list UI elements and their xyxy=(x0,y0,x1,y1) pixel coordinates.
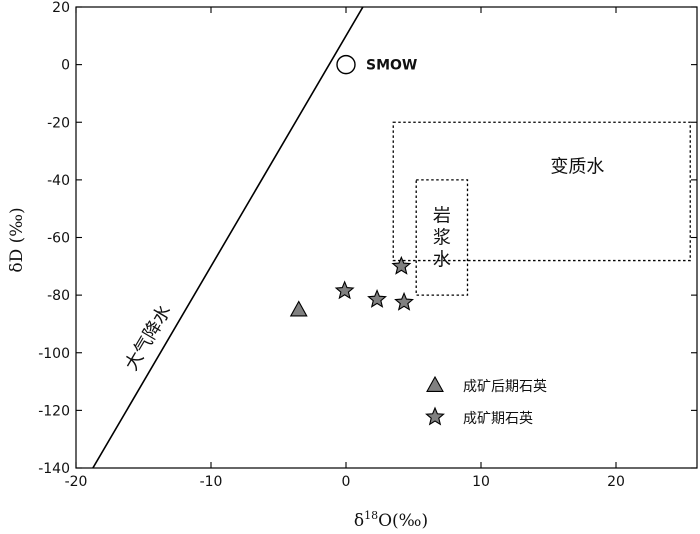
point-star xyxy=(367,288,387,308)
y-axis-label: δD (‰) xyxy=(7,207,27,272)
legend-label-ore-stage-quartz: 成矿期石英 xyxy=(463,410,533,427)
point-star xyxy=(391,255,412,275)
y-tick-label: -20 xyxy=(47,115,70,131)
x-tick-label: -10 xyxy=(200,474,223,490)
plot-frame xyxy=(75,6,698,469)
x-axis-ticks: -20 -10 0 10 20 xyxy=(65,7,625,490)
region-label: 变质水 xyxy=(550,157,604,178)
y-tick-label: -140 xyxy=(38,461,70,477)
y-tick-label: -60 xyxy=(47,231,70,247)
point-star xyxy=(334,280,355,300)
x-tick-label: 10 xyxy=(472,474,490,490)
region-label-char: 浆 xyxy=(433,228,451,249)
legend-label-post-ore-quartz: 成矿后期石英 xyxy=(463,378,547,395)
region-box xyxy=(392,121,691,262)
x-tick-label: 0 xyxy=(342,474,351,490)
point-star xyxy=(394,291,414,311)
region-label-char: 水 xyxy=(433,250,451,271)
y-tick-label: -40 xyxy=(47,173,70,189)
meteoric-water-line xyxy=(91,7,364,468)
x-tick-label: 20 xyxy=(607,474,625,490)
y-tick-label: -120 xyxy=(38,403,70,419)
y-tick-label: 20 xyxy=(52,0,70,16)
legend-item-post-ore-quartz: 成矿后期石英 xyxy=(426,375,547,395)
data-points xyxy=(289,255,414,317)
y-tick-label: -100 xyxy=(38,346,70,362)
y-tick-label: 0 xyxy=(61,58,70,74)
point-triangle xyxy=(289,300,308,317)
legend-marker-star xyxy=(425,406,445,426)
legend-item-ore-stage-quartz: 成矿期石英 xyxy=(425,406,533,427)
y-axis-ticks: 20 0 -20 -40 -60 -80 -100 -120 -140 xyxy=(38,0,697,477)
region-label-char: 岩 xyxy=(433,206,451,227)
meteoric-water-line-label: 大气降水 xyxy=(121,302,176,375)
region-box xyxy=(415,179,469,296)
x-axis-label: δ18O(‰) xyxy=(354,509,428,531)
smow-marker xyxy=(336,54,356,75)
legend: 成矿后期石英 成矿期石英 xyxy=(425,375,547,427)
x-tick-label: -20 xyxy=(65,474,88,490)
legend-marker-triangle xyxy=(426,375,444,392)
smow-label: SMOW xyxy=(366,58,417,74)
y-tick-label: -80 xyxy=(47,288,70,304)
